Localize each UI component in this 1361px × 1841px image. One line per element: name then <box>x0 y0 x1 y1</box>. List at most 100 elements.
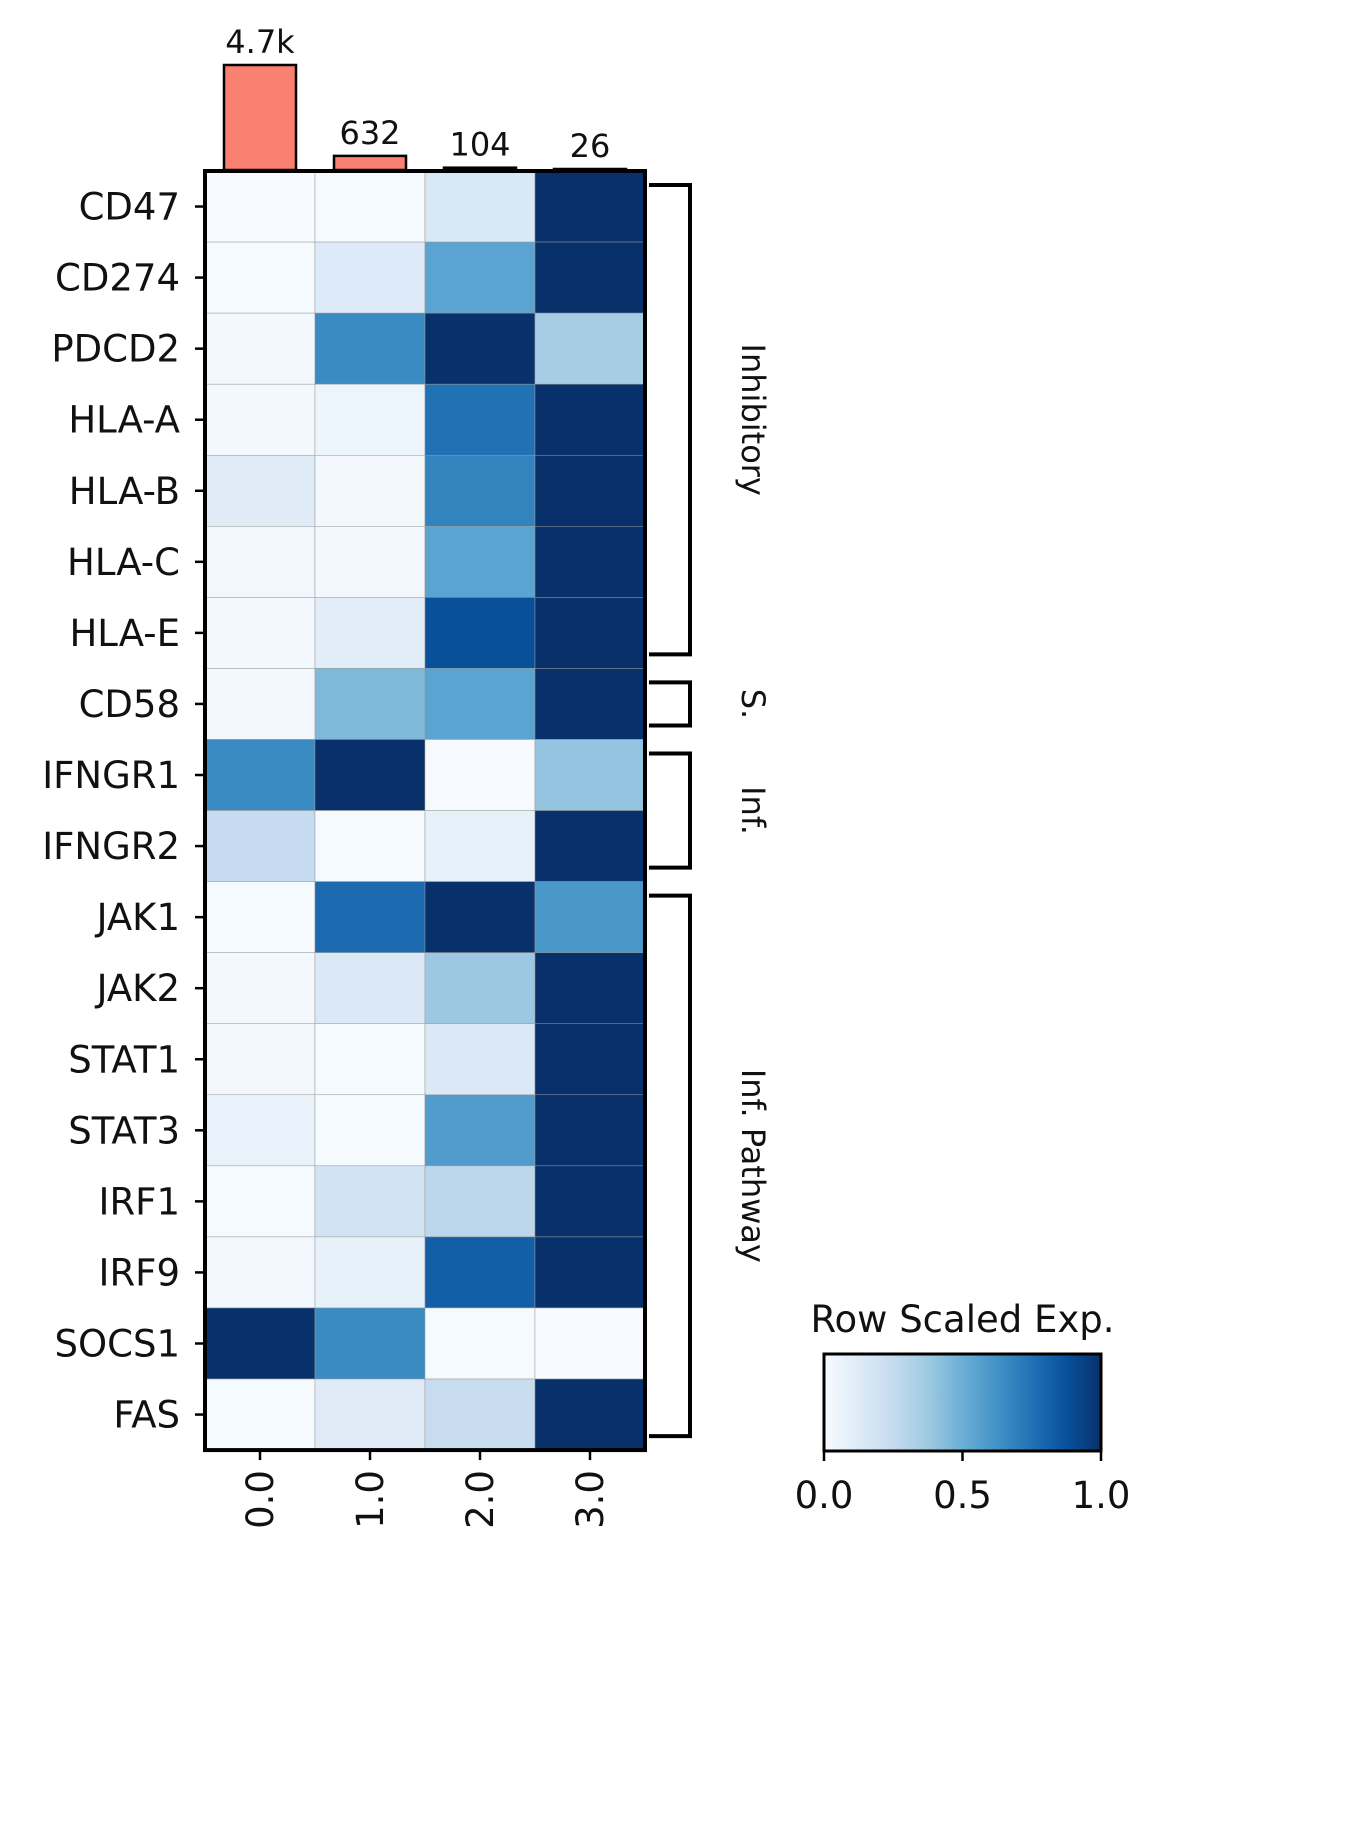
heatmap-cell <box>314 739 426 811</box>
heatmap-cell <box>534 1236 646 1309</box>
count-bar <box>332 154 408 172</box>
heatmap-cell <box>424 1236 536 1309</box>
heatmap-cell <box>534 241 646 314</box>
heatmap-cell <box>204 1236 316 1309</box>
heatmap-cell <box>424 1378 536 1451</box>
heatmap-cells <box>204 170 646 1451</box>
heatmap-cell <box>204 170 316 243</box>
gene-label: STAT3 <box>68 1109 180 1152</box>
heatmap-cell <box>424 668 536 740</box>
heatmap-cell <box>204 1165 316 1238</box>
cluster-labels: 0.0 1.0 2.0 3.0 <box>239 1450 612 1529</box>
gene-label: CD274 <box>55 257 180 300</box>
heatmap-cell <box>534 810 646 882</box>
gene-label: HLA-E <box>69 612 180 655</box>
heatmap-cell <box>204 881 316 953</box>
count-label: 632 <box>339 114 400 152</box>
heatmap-cell <box>534 1023 646 1096</box>
heatmap-cell <box>314 1094 426 1167</box>
heatmap-cell <box>424 881 536 953</box>
heatmap-cell <box>314 668 426 740</box>
count-label: 104 <box>449 126 510 164</box>
gene-label: IRF9 <box>99 1251 180 1294</box>
heatmap-cell <box>314 881 426 953</box>
heatmap-cell <box>424 810 536 882</box>
heatmap-cell <box>534 1094 646 1167</box>
heatmap-cell <box>424 312 536 385</box>
group-label: S. <box>734 689 772 719</box>
heatmap-cell <box>534 1378 646 1451</box>
heatmap-cell <box>314 383 426 456</box>
heatmap-cell <box>314 810 426 882</box>
gene-label: IRF1 <box>99 1180 180 1223</box>
colorbar: Row Scaled Exp. 0.0 0.5 1.0 <box>795 1298 1131 1517</box>
group-bracket <box>649 183 692 657</box>
heatmap-cell <box>314 454 426 527</box>
gene-label: FAS <box>113 1394 180 1437</box>
heatmap-cell <box>534 881 646 953</box>
group-label: Inf. Pathway <box>734 1069 772 1263</box>
heatmap-cell <box>204 668 316 740</box>
group-label: Inhibitory <box>734 344 772 496</box>
heatmap-cell <box>424 1023 536 1096</box>
heatmap-cell <box>314 952 426 1024</box>
gene-label: IFNGR1 <box>42 754 180 797</box>
heatmap-cell <box>424 1307 536 1380</box>
heatmap-cell <box>204 1094 316 1167</box>
colorbar-ticks: 0.0 0.5 1.0 <box>795 1451 1130 1517</box>
heatmap-cell <box>314 170 426 243</box>
heatmap-cell <box>314 241 426 314</box>
heatmap-cell <box>424 1094 536 1167</box>
heatmap-cell <box>204 1307 316 1380</box>
heatmap-cell <box>314 1236 426 1309</box>
gene-label: PDCD2 <box>51 328 180 371</box>
gene-label: HLA-B <box>69 470 180 513</box>
cluster-label: 3.0 <box>569 1470 612 1529</box>
count-bar <box>222 63 298 172</box>
gene-label: CD47 <box>79 186 180 229</box>
heatmap-cell <box>204 810 316 882</box>
heatmap-frame <box>203 169 647 1453</box>
gene-label: HLA-A <box>68 399 180 442</box>
heatmap-cell <box>424 597 536 669</box>
heatmap-cell <box>204 241 316 314</box>
heatmap-cell <box>314 597 426 669</box>
heatmap-cell <box>424 952 536 1024</box>
cluster-label: 2.0 <box>459 1470 502 1529</box>
heatmap-cell <box>534 170 646 243</box>
heatmap-cell <box>424 170 536 243</box>
gene-group-brackets: Inhibitory S. Inf. Inf. Pathway <box>649 183 772 1439</box>
heatmap-cell <box>424 454 536 527</box>
heatmap-cell <box>534 383 646 456</box>
colorbar-gradient <box>822 1352 1103 1453</box>
count-label: 26 <box>570 127 611 165</box>
heatmap-cell <box>204 597 316 669</box>
heatmap-cell <box>534 952 646 1024</box>
heatmap-cell <box>204 1378 316 1451</box>
cluster-label: 1.0 <box>349 1470 392 1529</box>
heatmap-cell <box>534 526 646 598</box>
heatmap-cell <box>424 739 536 811</box>
heatmap-cell <box>534 1165 646 1238</box>
heatmap-cell <box>424 241 536 314</box>
gene-label: CD58 <box>79 683 180 726</box>
colorbar-tick-label: 0.0 <box>795 1474 854 1517</box>
heatmap-cell <box>314 312 426 385</box>
gene-label: JAK1 <box>95 896 180 939</box>
heatmap-cell <box>204 454 316 527</box>
group-bracket <box>649 751 692 870</box>
heatmap-cell <box>424 383 536 456</box>
gene-label: SOCS1 <box>55 1322 180 1365</box>
heatmap-cell <box>314 1165 426 1238</box>
gene-label: IFNGR2 <box>42 825 180 868</box>
heatmap-cell <box>314 1307 426 1380</box>
heatmap-cell <box>534 1307 646 1380</box>
cell-count-bars: 4.7k 632 104 26 <box>222 23 628 172</box>
heatmap-cell <box>534 597 646 669</box>
gene-label: STAT1 <box>68 1038 180 1081</box>
group-bracket <box>649 893 692 1439</box>
count-label: 4.7k <box>225 23 295 61</box>
colorbar-tick-label: 0.5 <box>933 1474 992 1517</box>
heatmap-cell <box>534 454 646 527</box>
